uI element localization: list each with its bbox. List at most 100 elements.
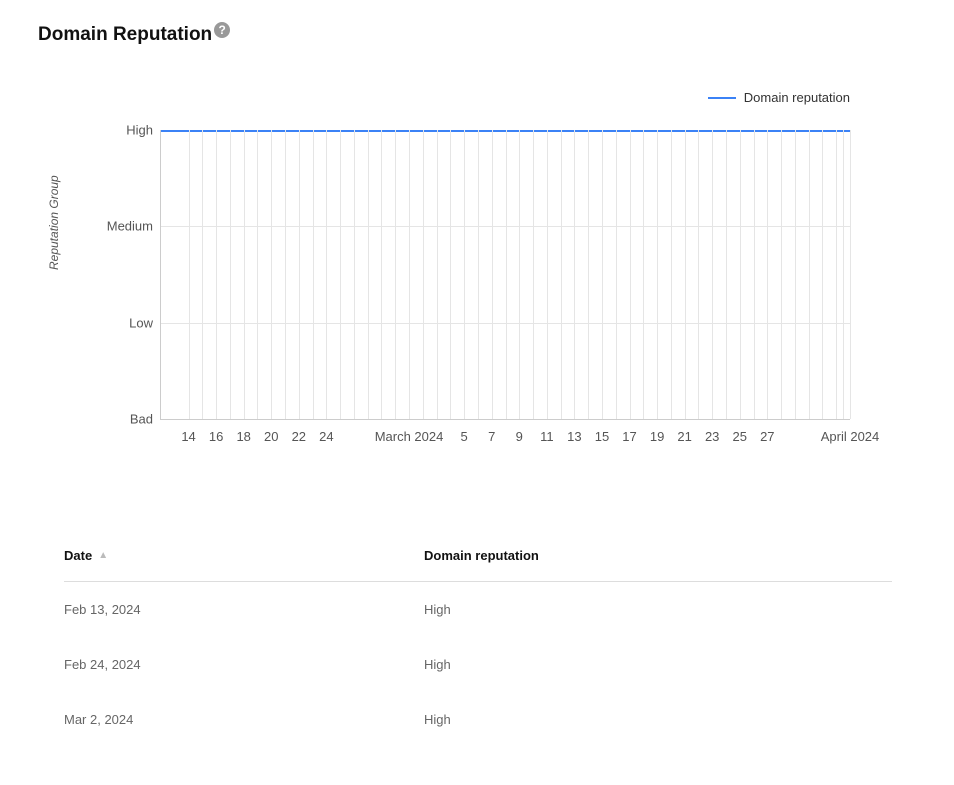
v-gridline bbox=[340, 130, 341, 419]
v-gridline bbox=[588, 130, 589, 419]
cell-reputation: High bbox=[424, 712, 892, 727]
x-tick-label: 23 bbox=[705, 419, 719, 444]
v-gridline bbox=[202, 130, 203, 419]
x-tick-label: 7 bbox=[488, 419, 495, 444]
x-tick-label: 15 bbox=[595, 419, 609, 444]
x-tick-label: 5 bbox=[461, 419, 468, 444]
x-tick-label: March 2024 bbox=[375, 419, 444, 444]
x-tick-label: 22 bbox=[292, 419, 306, 444]
v-gridline bbox=[326, 130, 327, 419]
column-header-reputation-label: Domain reputation bbox=[424, 548, 539, 563]
v-gridline bbox=[602, 130, 603, 419]
chart-plot: HighMediumLowBad141618202224March 202457… bbox=[160, 130, 850, 420]
v-gridline bbox=[257, 130, 258, 419]
v-gridline bbox=[767, 130, 768, 419]
v-gridline bbox=[781, 130, 782, 419]
v-gridline bbox=[843, 130, 844, 419]
x-tick-label: 11 bbox=[540, 419, 554, 444]
table-row: Feb 24, 2024High bbox=[64, 637, 892, 692]
v-gridline bbox=[616, 130, 617, 419]
y-tick-label: High bbox=[126, 123, 161, 138]
cell-date: Mar 2, 2024 bbox=[64, 712, 424, 727]
v-gridline bbox=[850, 130, 851, 419]
v-gridline bbox=[437, 130, 438, 419]
help-icon[interactable]: ? bbox=[214, 22, 230, 38]
x-tick-label: 19 bbox=[650, 419, 664, 444]
y-tick-label: Medium bbox=[107, 219, 161, 234]
v-gridline bbox=[244, 130, 245, 419]
y-axis-title: Reputation Group bbox=[47, 175, 61, 270]
reputation-chart: Domain reputation Reputation Group HighM… bbox=[50, 90, 850, 460]
x-tick-label: 14 bbox=[181, 419, 195, 444]
v-gridline bbox=[381, 130, 382, 419]
legend-swatch bbox=[708, 97, 736, 99]
cell-reputation: High bbox=[424, 657, 892, 672]
v-gridline bbox=[533, 130, 534, 419]
v-gridline bbox=[657, 130, 658, 419]
page-title: Domain Reputation bbox=[38, 24, 212, 46]
y-tick-label: Low bbox=[129, 315, 161, 330]
v-gridline bbox=[754, 130, 755, 419]
chart-legend: Domain reputation bbox=[708, 90, 850, 105]
x-tick-label: 16 bbox=[209, 419, 223, 444]
v-gridline bbox=[450, 130, 451, 419]
y-tick-label: Bad bbox=[130, 412, 161, 427]
v-gridline bbox=[822, 130, 823, 419]
cell-date: Feb 24, 2024 bbox=[64, 657, 424, 672]
x-tick-label: 27 bbox=[760, 419, 774, 444]
v-gridline bbox=[313, 130, 314, 419]
v-gridline bbox=[836, 130, 837, 419]
v-gridline bbox=[726, 130, 727, 419]
cell-reputation: High bbox=[424, 602, 892, 617]
v-gridline bbox=[189, 130, 190, 419]
v-gridline bbox=[685, 130, 686, 419]
v-gridline bbox=[506, 130, 507, 419]
table-row: Mar 2, 2024High bbox=[64, 692, 892, 747]
column-header-date[interactable]: Date ▲ bbox=[64, 548, 424, 563]
x-tick-label: 18 bbox=[236, 419, 250, 444]
v-gridline bbox=[740, 130, 741, 419]
v-gridline bbox=[216, 130, 217, 419]
v-gridline bbox=[643, 130, 644, 419]
cell-date: Feb 13, 2024 bbox=[64, 602, 424, 617]
v-gridline bbox=[698, 130, 699, 419]
reputation-table: Date ▲ Domain reputation Feb 13, 2024Hig… bbox=[64, 548, 892, 747]
v-gridline bbox=[547, 130, 548, 419]
x-tick-label: 25 bbox=[733, 419, 747, 444]
sort-asc-icon: ▲ bbox=[98, 550, 108, 561]
x-tick-label: 9 bbox=[516, 419, 523, 444]
v-gridline bbox=[423, 130, 424, 419]
v-gridline bbox=[574, 130, 575, 419]
table-body: Feb 13, 2024HighFeb 24, 2024HighMar 2, 2… bbox=[64, 582, 892, 747]
legend-label: Domain reputation bbox=[744, 90, 850, 105]
x-tick-label: 24 bbox=[319, 419, 333, 444]
v-gridline bbox=[230, 130, 231, 419]
v-gridline bbox=[354, 130, 355, 419]
x-tick-label: 21 bbox=[677, 419, 691, 444]
x-tick-label: 17 bbox=[622, 419, 636, 444]
v-gridline bbox=[795, 130, 796, 419]
column-header-reputation[interactable]: Domain reputation bbox=[424, 548, 892, 563]
v-gridline bbox=[285, 130, 286, 419]
page-header: Domain Reputation ? bbox=[38, 24, 230, 46]
v-gridline bbox=[395, 130, 396, 419]
v-gridline bbox=[464, 130, 465, 419]
v-gridline bbox=[299, 130, 300, 419]
x-tick-label: April 2024 bbox=[821, 419, 880, 444]
table-header-row: Date ▲ Domain reputation bbox=[64, 548, 892, 582]
v-gridline bbox=[409, 130, 410, 419]
v-gridline bbox=[478, 130, 479, 419]
v-gridline bbox=[519, 130, 520, 419]
v-gridline bbox=[368, 130, 369, 419]
x-tick-label: 20 bbox=[264, 419, 278, 444]
v-gridline bbox=[630, 130, 631, 419]
v-gridline bbox=[561, 130, 562, 419]
x-tick-label: 13 bbox=[567, 419, 581, 444]
v-gridline bbox=[271, 130, 272, 419]
v-gridline bbox=[712, 130, 713, 419]
column-header-date-label: Date bbox=[64, 548, 92, 563]
v-gridline bbox=[492, 130, 493, 419]
table-row: Feb 13, 2024High bbox=[64, 582, 892, 637]
v-gridline bbox=[671, 130, 672, 419]
v-gridline bbox=[809, 130, 810, 419]
